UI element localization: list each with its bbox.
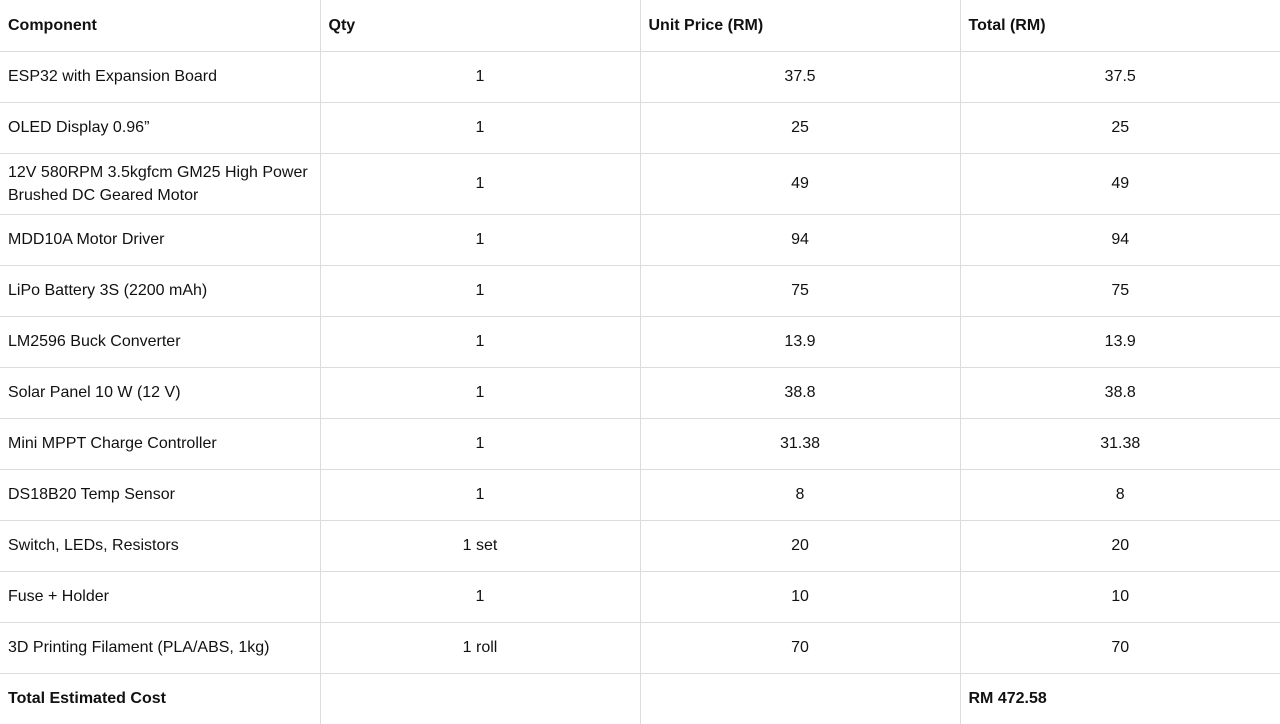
cell-unit-price: 37.5 — [639, 50, 961, 103]
cell-qty: 1 — [319, 366, 641, 419]
header-qty: Qty — [319, 0, 641, 52]
cell-unit-price: 31.38 — [639, 417, 961, 470]
table-row: 12V 580RPM 3.5kgfcm GM25 High Power Brus… — [0, 152, 1280, 215]
table-row: LM2596 Buck Converter 1 13.9 13.9 — [0, 315, 1280, 368]
cell-component: LM2596 Buck Converter — [0, 315, 321, 368]
cell-unit-price: 8 — [639, 468, 961, 521]
cell-total: 8 — [959, 468, 1280, 521]
total-unit-price-cell — [639, 672, 961, 724]
table-row: Fuse + Holder 1 10 10 — [0, 570, 1280, 623]
cell-unit-price: 25 — [639, 101, 961, 154]
cell-component: DS18B20 Temp Sensor — [0, 468, 321, 521]
total-row: Total Estimated Cost RM 472.58 — [0, 672, 1280, 724]
cell-qty: 1 — [319, 213, 641, 266]
cell-qty: 1 — [319, 417, 641, 470]
cell-unit-price: 10 — [639, 570, 961, 623]
cell-qty: 1 — [319, 101, 641, 154]
total-estimated-cost: RM 472.58 — [959, 672, 1280, 724]
table-row: MDD10A Motor Driver 1 94 94 — [0, 213, 1280, 266]
cell-component: Switch, LEDs, Resistors — [0, 519, 321, 572]
total-qty-cell — [319, 672, 641, 724]
cell-qty: 1 — [319, 315, 641, 368]
cell-qty: 1 — [319, 264, 641, 317]
table-row: Solar Panel 10 W (12 V) 1 38.8 38.8 — [0, 366, 1280, 419]
cell-total: 37.5 — [959, 50, 1280, 103]
cell-component: Solar Panel 10 W (12 V) — [0, 366, 321, 419]
table-row: Mini MPPT Charge Controller 1 31.38 31.3… — [0, 417, 1280, 470]
table-row: DS18B20 Temp Sensor 1 8 8 — [0, 468, 1280, 521]
cell-unit-price: 49 — [639, 152, 961, 215]
table-row: LiPo Battery 3S (2200 mAh) 1 75 75 — [0, 264, 1280, 317]
cell-total: 49 — [959, 152, 1280, 215]
cell-component: LiPo Battery 3S (2200 mAh) — [0, 264, 321, 317]
cell-unit-price: 13.9 — [639, 315, 961, 368]
cell-unit-price: 38.8 — [639, 366, 961, 419]
cell-component: OLED Display 0.96” — [0, 101, 321, 154]
cell-unit-price: 75 — [639, 264, 961, 317]
cell-component: Mini MPPT Charge Controller — [0, 417, 321, 470]
cell-total: 20 — [959, 519, 1280, 572]
cell-total: 10 — [959, 570, 1280, 623]
table-row: 3D Printing Filament (PLA/ABS, 1kg) 1 ro… — [0, 621, 1280, 674]
cell-total: 75 — [959, 264, 1280, 317]
cell-qty: 1 set — [319, 519, 641, 572]
header-unit-price: Unit Price (RM) — [639, 0, 961, 52]
cell-qty: 1 — [319, 570, 641, 623]
cell-qty: 1 — [319, 50, 641, 103]
table-row: ESP32 with Expansion Board 1 37.5 37.5 — [0, 50, 1280, 103]
cell-qty: 1 — [319, 468, 641, 521]
header-component: Component — [0, 0, 321, 52]
cell-total: 94 — [959, 213, 1280, 266]
table-row: OLED Display 0.96” 1 25 25 — [0, 101, 1280, 154]
header-row: Component Qty Unit Price (RM) Total (RM) — [0, 0, 1280, 52]
total-label: Total Estimated Cost — [0, 672, 321, 724]
cell-total: 38.8 — [959, 366, 1280, 419]
cell-unit-price: 94 — [639, 213, 961, 266]
cell-component: MDD10A Motor Driver — [0, 213, 321, 266]
cell-qty: 1 — [319, 152, 641, 215]
cell-total: 31.38 — [959, 417, 1280, 470]
cell-component: 3D Printing Filament (PLA/ABS, 1kg) — [0, 621, 321, 674]
cell-total: 13.9 — [959, 315, 1280, 368]
cell-total: 25 — [959, 101, 1280, 154]
cell-component: ESP32 with Expansion Board — [0, 50, 321, 103]
cell-component: 12V 580RPM 3.5kgfcm GM25 High Power Brus… — [0, 152, 321, 215]
table-row: Switch, LEDs, Resistors 1 set 20 20 — [0, 519, 1280, 572]
cell-unit-price: 70 — [639, 621, 961, 674]
cell-total: 70 — [959, 621, 1280, 674]
cell-component: Fuse + Holder — [0, 570, 321, 623]
cell-qty: 1 roll — [319, 621, 641, 674]
header-total: Total (RM) — [959, 0, 1280, 52]
cell-unit-price: 20 — [639, 519, 961, 572]
